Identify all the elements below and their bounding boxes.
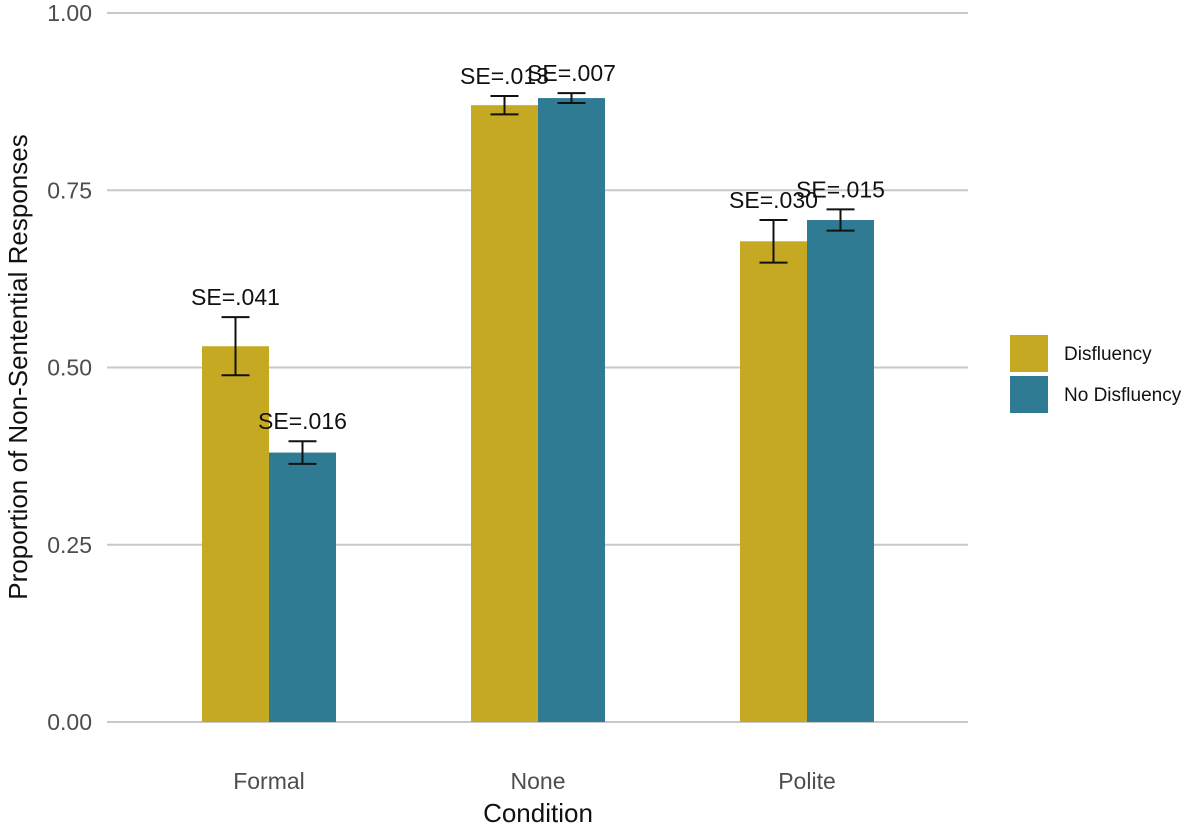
se-label-disfluency-none: SE=.013	[460, 63, 549, 89]
y-tick-label-3: 0.75	[47, 177, 92, 203]
legend-swatch-disfluency	[1010, 335, 1048, 372]
x-tick-label-formal: Formal	[233, 768, 305, 794]
x-axis-title: Condition	[483, 798, 593, 828]
y-tick-label-1: 0.25	[47, 532, 92, 558]
bar-disfluency-formal	[202, 346, 269, 722]
x-tick-label-polite: Polite	[778, 768, 836, 794]
se-label-disfluency-formal: SE=.041	[191, 284, 280, 310]
se-label-disfluency-polite: SE=.030	[729, 187, 818, 213]
bar-no-disfluency-formal	[269, 452, 336, 722]
legend: Disfluency No Disfluency	[1010, 335, 1182, 413]
error-bar-disfluency-polite	[759, 219, 788, 264]
error-bar-no-disfluency-polite	[826, 208, 855, 232]
y-axis-title: Proportion of Non-Sentential Responses	[3, 134, 33, 599]
x-tick-label-none: None	[511, 768, 566, 794]
legend-label-disfluency: Disfluency	[1064, 344, 1152, 365]
bar-no-disfluency-polite	[807, 220, 874, 722]
error-bar-disfluency-formal	[221, 316, 250, 377]
se-label-no-disfluency-formal: SE=.016	[258, 408, 347, 434]
se-label-no-disfluency-none: SE=.007	[527, 60, 616, 86]
x-axis-ticks: Formal None Polite	[233, 768, 836, 794]
y-tick-label-0: 0.00	[47, 709, 92, 735]
y-tick-label-2: 0.50	[47, 355, 92, 381]
y-tick-label-4: 1.00	[47, 0, 92, 26]
bar-no-disfluency-none	[538, 98, 605, 722]
error-bar-no-disfluency-formal	[288, 440, 317, 465]
error-bar-no-disfluency-none	[557, 92, 586, 105]
error-bars	[221, 92, 855, 465]
bar-disfluency-none	[471, 105, 538, 723]
se-labels: SE=.041 SE=.013 SE=.030 SE=.016 SE=.007 SE=.0…	[191, 60, 885, 434]
legend-label-no-disfluency: No Disfluency	[1064, 385, 1182, 406]
legend-swatch-no-disfluency	[1010, 376, 1048, 413]
y-axis-ticks: 0.00 0.25 0.50 0.75 1.00	[47, 0, 92, 735]
se-label-no-disfluency-polite: SE=.015	[796, 176, 885, 202]
bar-disfluency-polite	[740, 241, 807, 722]
error-bar-disfluency-none	[490, 94, 519, 116]
bars	[202, 98, 874, 723]
